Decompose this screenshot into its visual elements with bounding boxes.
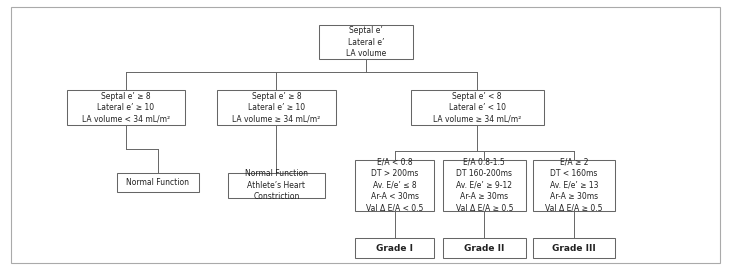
Text: Septal e’ < 8
Lateral e’ < 10
LA volume ≥ 34 mL/m²: Septal e’ < 8 Lateral e’ < 10 LA volume …	[433, 92, 521, 124]
Text: Grade III: Grade III	[552, 244, 596, 253]
FancyBboxPatch shape	[355, 239, 434, 258]
FancyBboxPatch shape	[217, 90, 335, 125]
Text: E/A ≥ 2
DT < 160ms
Av. E/e’ ≥ 13
Ar-A ≥ 30ms
Val Δ E/A ≥ 0.5: E/A ≥ 2 DT < 160ms Av. E/e’ ≥ 13 Ar-A ≥ …	[545, 158, 602, 213]
FancyBboxPatch shape	[67, 90, 185, 125]
FancyBboxPatch shape	[533, 160, 616, 211]
Text: Grade I: Grade I	[376, 244, 413, 253]
Text: Normal Function: Normal Function	[127, 178, 190, 187]
Text: Septal e’ ≥ 8
Lateral e’ ≥ 10
LA volume ≥ 34 mL/m²: Septal e’ ≥ 8 Lateral e’ ≥ 10 LA volume …	[232, 92, 321, 124]
Text: Septal e’
Lateral e’
LA volume: Septal e’ Lateral e’ LA volume	[346, 26, 386, 58]
Text: E/A 0.8-1.5
DT 160-200ms
Av. E/e’ ≥ 9-12
Ar-A ≥ 30ms
Val Δ E/A ≥ 0.5: E/A 0.8-1.5 DT 160-200ms Av. E/e’ ≥ 9-12…	[455, 158, 513, 213]
Text: Normal Function
Athlete’s Heart
Constriction: Normal Function Athlete’s Heart Constric…	[244, 169, 308, 201]
Text: E/A < 0.8
DT > 200ms
Av. E/e’ ≤ 8
Ar-A < 30ms
Val Δ E/A < 0.5: E/A < 0.8 DT > 200ms Av. E/e’ ≤ 8 Ar-A <…	[366, 158, 423, 213]
FancyBboxPatch shape	[533, 239, 616, 258]
FancyBboxPatch shape	[355, 160, 434, 211]
FancyBboxPatch shape	[411, 90, 544, 125]
Text: Grade II: Grade II	[464, 244, 504, 253]
FancyBboxPatch shape	[319, 25, 413, 59]
FancyBboxPatch shape	[116, 173, 199, 192]
FancyBboxPatch shape	[443, 160, 526, 211]
FancyBboxPatch shape	[443, 239, 526, 258]
Text: Septal e’ ≥ 8
Lateral e’ ≥ 10
LA volume < 34 mL/m²: Septal e’ ≥ 8 Lateral e’ ≥ 10 LA volume …	[82, 92, 170, 124]
FancyBboxPatch shape	[228, 173, 325, 198]
